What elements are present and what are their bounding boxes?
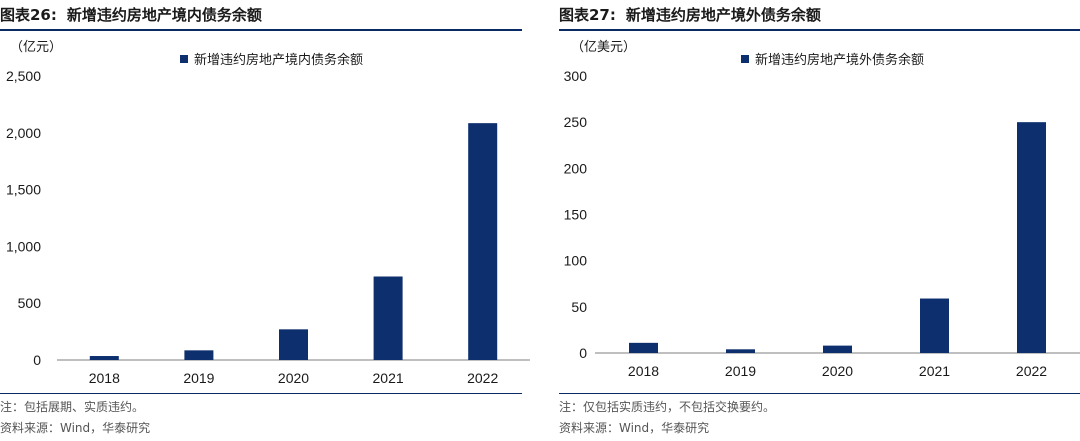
x-tick-label: 2019 xyxy=(725,363,756,379)
y-unit-label: （亿元） xyxy=(10,40,62,55)
panel-title: 图表27: 新增违约房地产境外债务余额 xyxy=(559,6,821,24)
y-tick-label: 200 xyxy=(564,160,588,176)
legend-label: 新增违约房地产境内债务余额 xyxy=(194,52,363,68)
bar xyxy=(279,329,308,360)
x-tick-label: 2020 xyxy=(822,363,853,379)
x-tick-label: 2022 xyxy=(1016,363,1047,379)
y-tick-label: 100 xyxy=(564,253,588,269)
bar xyxy=(373,276,403,360)
footer-rule xyxy=(0,393,522,394)
y-tick-label: 2,500 xyxy=(6,68,41,84)
y-tick-label: 0 xyxy=(579,345,587,361)
bar xyxy=(823,345,852,353)
chart-source: 资料来源：Wind，华泰研究 xyxy=(0,421,151,435)
x-tick-label: 2018 xyxy=(628,363,659,379)
y-tick-label: 0 xyxy=(33,352,41,368)
x-tick-label: 2021 xyxy=(373,370,404,386)
bar xyxy=(920,298,949,353)
y-tick-label: 500 xyxy=(18,295,42,311)
legend-swatch xyxy=(180,55,188,63)
bar xyxy=(1017,122,1046,354)
y-tick-label: 250 xyxy=(564,114,588,130)
x-tick-label: 2022 xyxy=(467,370,498,386)
bar xyxy=(468,123,498,360)
y-tick-label: 2,000 xyxy=(6,125,41,141)
x-tick-label: 2018 xyxy=(89,370,120,386)
bar xyxy=(184,350,214,360)
bar xyxy=(89,356,119,360)
y-tick-label: 1,000 xyxy=(6,238,41,254)
x-tick-label: 2019 xyxy=(183,370,214,386)
y-tick-label: 50 xyxy=(571,299,587,315)
bar xyxy=(629,342,658,353)
chart-note: 注：包括展期、实质违约。 xyxy=(0,400,145,414)
y-unit-label: （亿美元） xyxy=(571,40,636,55)
chart-note: 注：仅包括实质违约，不包括交换要约。 xyxy=(559,400,776,414)
y-tick-label: 1,500 xyxy=(6,182,41,198)
bar-chart-domestic: （亿元） 0 500 1,000 1,500 2,000 2,500 2018 2019 2020… xyxy=(6,40,530,386)
panel-title: 图表26: 新增违约房地产境内债务余额 xyxy=(0,6,262,24)
x-tick-label: 2020 xyxy=(278,370,309,386)
legend-swatch xyxy=(741,55,749,63)
footer-rule xyxy=(559,393,1080,394)
title-rule xyxy=(559,29,1080,31)
bar-chart-offshore: （亿美元） 0 50 100 150 200 250 300 2018 2019 2020 2021 2… xyxy=(564,40,1080,379)
y-tick-label: 150 xyxy=(564,207,588,223)
x-tick-label: 2021 xyxy=(919,363,950,379)
chart-panel-right: 图表27: 新增违约房地产境外债务余额 （亿美元） 0 50 100 150 200 250 3… xyxy=(559,0,1080,441)
title-rule xyxy=(0,29,522,31)
chart-source: 资料来源：Wind，华泰研究 xyxy=(559,421,710,435)
bar xyxy=(726,349,755,353)
chart-panel-left: 图表26: 新增违约房地产境内债务余额 （亿元） 0 500 1,000 1,500 2,0… xyxy=(0,0,530,441)
legend-label: 新增违约房地产境外债务余额 xyxy=(755,52,924,68)
y-tick-label: 300 xyxy=(564,68,588,84)
